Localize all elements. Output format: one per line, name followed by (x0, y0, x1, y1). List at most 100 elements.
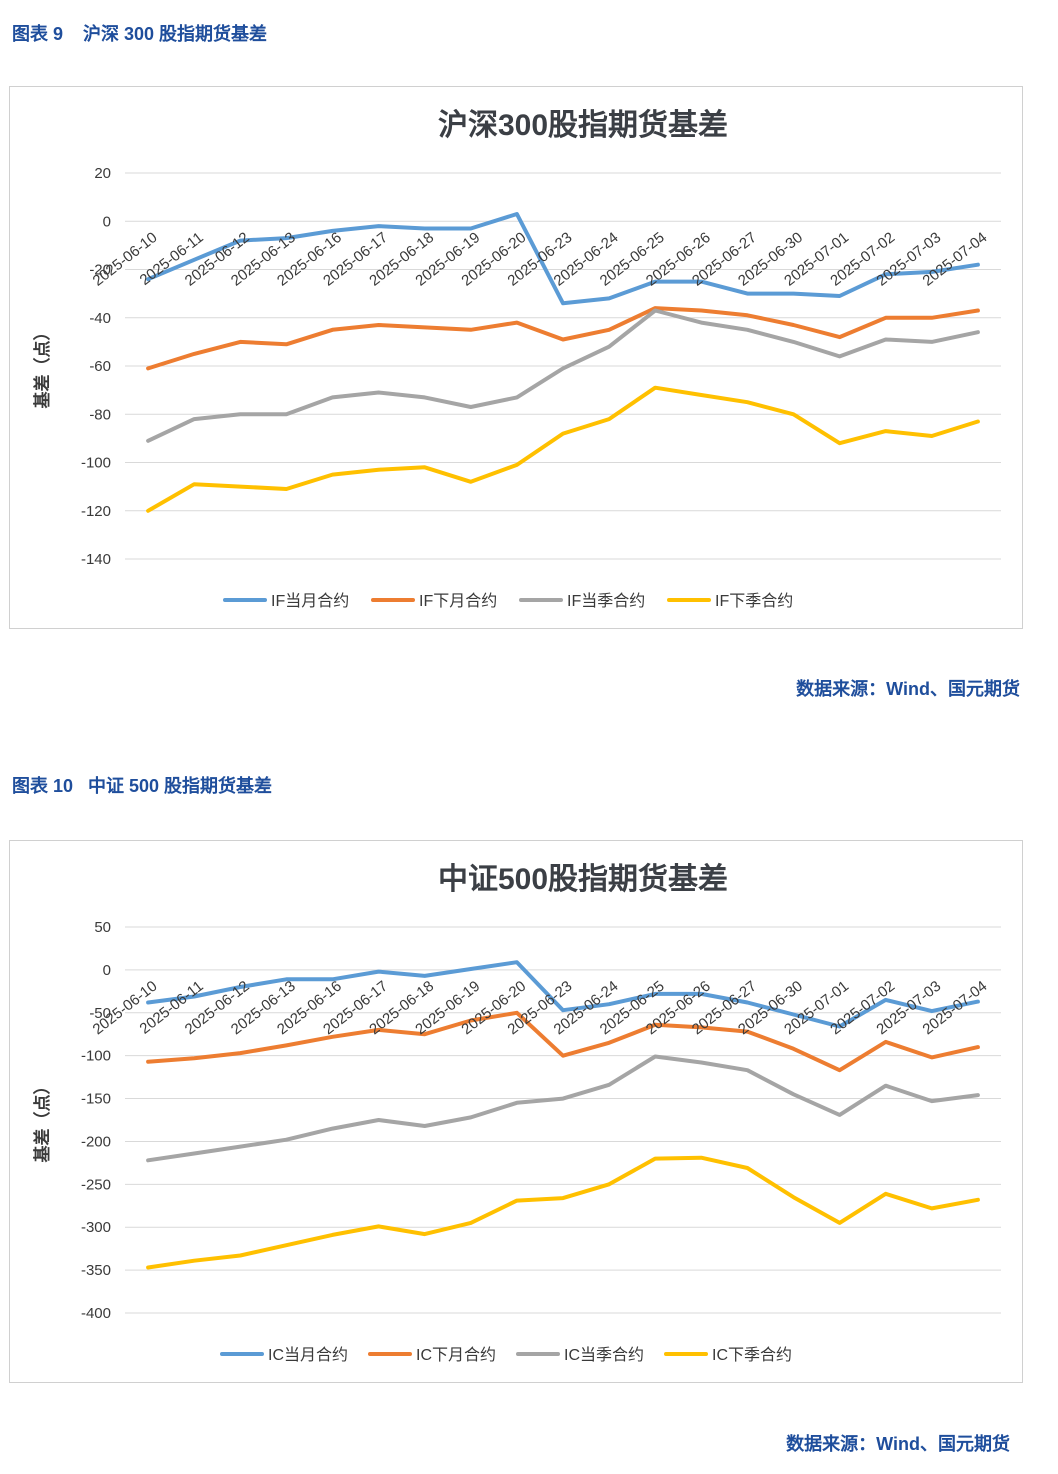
legend-label: IC当季合约 (564, 1346, 644, 1364)
data-point (469, 1116, 472, 1119)
data-point (377, 1225, 380, 1228)
data-point (469, 1019, 472, 1022)
y-tick-label: -50 (89, 1005, 111, 1022)
data-point (331, 978, 334, 981)
data-point (746, 1166, 749, 1170)
series-line-3 (146, 385, 980, 513)
data-point (884, 338, 887, 341)
legend-label: IC下季合约 (712, 1346, 792, 1364)
data-point (700, 992, 703, 996)
y-tick-label: -40 (89, 310, 111, 327)
data-point (792, 1013, 795, 1016)
data-point (654, 1157, 657, 1160)
data-point (700, 321, 703, 324)
data-point (469, 480, 472, 483)
data-point (285, 413, 288, 416)
data-point (192, 483, 196, 486)
y-tick-label: -250 (81, 1176, 111, 1193)
data-point (331, 396, 334, 399)
data-point (607, 297, 611, 300)
data-point (515, 396, 519, 399)
data-point (377, 970, 380, 973)
data-point (930, 1009, 934, 1013)
data-point (930, 1056, 934, 1059)
data-point (239, 1254, 242, 1257)
data-point (331, 1035, 334, 1038)
data-point (884, 1192, 887, 1195)
data-point (930, 316, 934, 319)
data-point (561, 367, 565, 370)
data-point (746, 400, 749, 404)
data-point (930, 1207, 934, 1210)
data-point (423, 227, 426, 230)
data-point (561, 1196, 565, 1200)
data-point (561, 1009, 565, 1012)
data-point (838, 1025, 841, 1028)
legend-label: IF当季合约 (567, 592, 645, 610)
data-point (192, 1057, 196, 1060)
data-point (607, 1183, 611, 1186)
data-point (192, 1259, 196, 1262)
data-point (607, 345, 611, 348)
data-point (146, 1266, 150, 1269)
y-tick-label: -300 (81, 1219, 111, 1236)
data-point (239, 1051, 242, 1055)
data-point (146, 439, 150, 442)
data-point (976, 1045, 980, 1049)
data-point (607, 1041, 611, 1044)
legend-label: IF下季合约 (715, 592, 793, 610)
data-point (192, 417, 196, 421)
data-point (976, 331, 980, 334)
data-point (239, 485, 242, 488)
data-point (607, 1083, 611, 1087)
data-point (607, 328, 611, 332)
data-point (285, 487, 288, 491)
series-line-1 (146, 306, 980, 371)
data-point (746, 1030, 749, 1033)
chart-frame-csi500: 中证500股指期货基差 50 0 -50 -100 -150 -200 -250 -300 -35… (9, 840, 1023, 1383)
data-point (423, 974, 426, 978)
data-point (930, 1099, 934, 1103)
data-point (377, 224, 380, 228)
data-point (654, 309, 657, 312)
data-point (700, 280, 703, 283)
figure-10-caption: 图表 10 中证 500 股指期货基差 (12, 776, 273, 796)
data-point (792, 1093, 795, 1096)
y-tick-label: 50 (94, 919, 111, 936)
data-point (976, 420, 980, 423)
data-point (377, 323, 380, 327)
data-point (884, 1084, 887, 1087)
data-point (838, 442, 841, 445)
data-point (884, 273, 887, 276)
data-point (515, 463, 519, 467)
data-point (746, 314, 749, 317)
data-point (838, 1069, 841, 1072)
y-tick-label: 0 (103, 213, 111, 230)
data-point (377, 468, 380, 471)
y-tick-label: -400 (81, 1305, 111, 1322)
data-point (654, 280, 657, 283)
chart-title: 中证500股指期货基差 (438, 862, 728, 896)
data-point (792, 1196, 795, 1199)
data-point (838, 355, 841, 358)
y-tick-label: -100 (81, 455, 111, 472)
y-axis-title: 基差（点） (32, 1078, 52, 1164)
data-point (700, 1061, 703, 1064)
y-axis-title: 基差（点） (32, 324, 52, 410)
data-point (976, 1093, 980, 1097)
data-point (239, 985, 242, 989)
data-point (377, 1118, 380, 1122)
data-point (838, 1221, 841, 1225)
data-point (423, 1033, 426, 1036)
data-point (700, 309, 703, 312)
data-point (285, 236, 288, 240)
data-point (331, 473, 334, 476)
y-tick-label: -350 (81, 1262, 111, 1279)
data-point (746, 328, 749, 332)
data-point (331, 328, 334, 332)
data-point (331, 1233, 334, 1237)
data-point (423, 326, 426, 329)
data-point (469, 967, 472, 971)
data-point (792, 413, 795, 416)
data-point (654, 1055, 657, 1058)
